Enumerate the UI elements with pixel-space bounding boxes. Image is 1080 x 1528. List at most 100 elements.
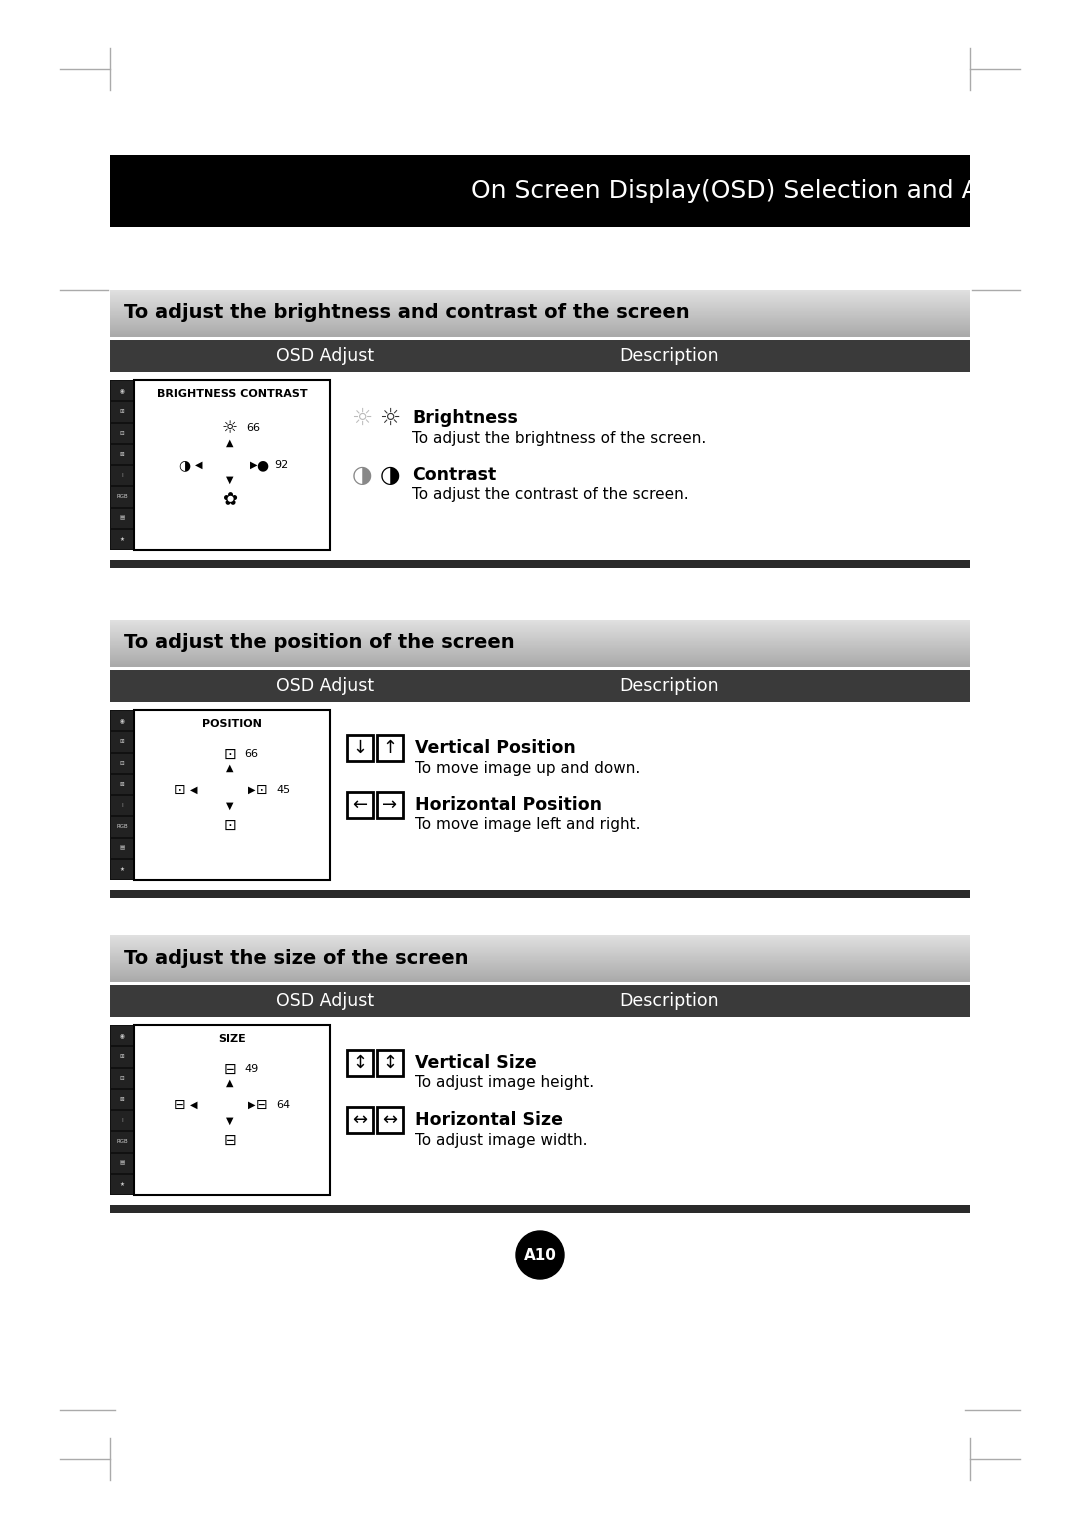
Text: RGB: RGB xyxy=(117,825,127,830)
Text: POSITION: POSITION xyxy=(202,720,262,729)
Text: 49: 49 xyxy=(244,1063,258,1074)
Bar xyxy=(111,1132,133,1152)
Text: ⊡: ⊡ xyxy=(224,817,237,833)
Text: 92: 92 xyxy=(274,460,288,471)
Bar xyxy=(111,1089,133,1109)
Text: ⊠: ⊠ xyxy=(120,782,124,787)
Bar xyxy=(111,1175,133,1193)
Text: ↕: ↕ xyxy=(352,1054,367,1073)
Bar xyxy=(111,1154,133,1174)
Bar xyxy=(377,735,403,761)
Bar xyxy=(110,711,134,880)
Text: ☼: ☼ xyxy=(221,419,238,437)
Text: OSD Adjust: OSD Adjust xyxy=(275,992,374,1010)
Text: ▲: ▲ xyxy=(226,762,233,773)
Bar xyxy=(111,423,133,443)
Bar xyxy=(111,817,133,836)
Text: 66: 66 xyxy=(244,749,258,759)
Text: ▶: ▶ xyxy=(248,1100,256,1109)
Text: To adjust the size of the screen: To adjust the size of the screen xyxy=(124,949,469,967)
Text: To adjust image height.: To adjust image height. xyxy=(415,1076,594,1091)
Text: OSD Adjust: OSD Adjust xyxy=(275,347,374,365)
Text: ★: ★ xyxy=(120,866,124,872)
Text: ⊞: ⊞ xyxy=(120,740,124,744)
Text: 64: 64 xyxy=(276,1100,291,1109)
Bar xyxy=(111,711,133,730)
Bar xyxy=(110,341,970,371)
Bar xyxy=(347,792,373,817)
Text: ⊞: ⊞ xyxy=(120,1054,124,1059)
Text: ⊟: ⊟ xyxy=(120,761,124,766)
Bar xyxy=(111,1025,133,1045)
Text: ▼: ▼ xyxy=(226,1115,233,1126)
Text: To move image left and right.: To move image left and right. xyxy=(415,817,640,833)
Text: ◀: ◀ xyxy=(190,1100,198,1109)
Text: A10: A10 xyxy=(524,1247,556,1262)
Text: ⁞: ⁞ xyxy=(121,474,123,478)
Text: ⊟: ⊟ xyxy=(174,1099,186,1112)
Text: ◑: ◑ xyxy=(352,463,373,487)
Bar xyxy=(111,509,133,527)
Text: ▤: ▤ xyxy=(120,845,124,851)
Text: BRIGHTNESS CONTRAST: BRIGHTNESS CONTRAST xyxy=(157,390,308,399)
Text: ▲: ▲ xyxy=(226,1077,233,1088)
Text: To adjust image width.: To adjust image width. xyxy=(415,1132,588,1148)
Text: ↓: ↓ xyxy=(352,740,367,756)
Bar xyxy=(377,1050,403,1076)
Bar xyxy=(110,1206,970,1213)
Text: ⊟: ⊟ xyxy=(120,1076,124,1080)
Text: Horizontal Size: Horizontal Size xyxy=(415,1111,563,1129)
Bar xyxy=(110,669,970,701)
Bar xyxy=(377,1106,403,1132)
Bar xyxy=(111,402,133,422)
Text: Contrast: Contrast xyxy=(411,466,496,484)
Bar xyxy=(111,860,133,879)
Text: ★: ★ xyxy=(120,1181,124,1187)
Bar xyxy=(111,530,133,549)
Text: ★: ★ xyxy=(120,536,124,542)
Text: ▼: ▼ xyxy=(226,475,233,484)
Bar xyxy=(110,1025,134,1195)
Text: 66: 66 xyxy=(246,423,260,432)
Text: ◑: ◑ xyxy=(380,463,401,487)
Text: ⁞: ⁞ xyxy=(121,1118,123,1123)
Bar xyxy=(110,559,970,568)
Text: To adjust the contrast of the screen.: To adjust the contrast of the screen. xyxy=(411,487,689,503)
Text: ←: ← xyxy=(352,796,367,814)
Text: ▤: ▤ xyxy=(120,515,124,521)
Text: ↔: ↔ xyxy=(382,1111,397,1129)
Bar xyxy=(347,1106,373,1132)
Text: ▲: ▲ xyxy=(226,439,233,448)
Bar xyxy=(110,154,970,228)
Bar xyxy=(111,796,133,816)
Text: ●: ● xyxy=(256,458,268,472)
Text: ⁞: ⁞ xyxy=(121,804,123,808)
Text: RGB: RGB xyxy=(117,495,127,500)
Text: On Screen Display(OSD) Selection and Adjustment: On Screen Display(OSD) Selection and Adj… xyxy=(471,179,1080,203)
Bar xyxy=(134,380,330,550)
Text: ▶: ▶ xyxy=(248,785,256,795)
Text: RGB: RGB xyxy=(117,1140,127,1144)
Text: Vertical Position: Vertical Position xyxy=(415,740,576,756)
Text: Vertical Size: Vertical Size xyxy=(415,1054,537,1073)
Text: ↑: ↑ xyxy=(382,740,397,756)
Bar xyxy=(110,986,970,1018)
Text: ◉: ◉ xyxy=(120,1033,124,1038)
Text: ◉: ◉ xyxy=(120,718,124,723)
Text: ⊟: ⊟ xyxy=(224,1132,237,1148)
Text: ⊞: ⊞ xyxy=(120,410,124,414)
Text: ⊡: ⊡ xyxy=(256,782,268,798)
Text: ↕: ↕ xyxy=(382,1054,397,1073)
Text: ⊡: ⊡ xyxy=(224,747,237,761)
Text: ▼: ▼ xyxy=(226,801,233,811)
Text: OSD Adjust: OSD Adjust xyxy=(275,677,374,695)
Text: ⊟: ⊟ xyxy=(256,1099,268,1112)
Text: ▤: ▤ xyxy=(120,1161,124,1166)
Bar xyxy=(111,380,133,400)
Bar xyxy=(111,1047,133,1067)
Text: Description: Description xyxy=(619,677,719,695)
Bar xyxy=(347,1050,373,1076)
Text: ✿: ✿ xyxy=(222,490,238,509)
Bar xyxy=(111,445,133,465)
Text: To adjust the brightness and contrast of the screen: To adjust the brightness and contrast of… xyxy=(124,304,690,322)
